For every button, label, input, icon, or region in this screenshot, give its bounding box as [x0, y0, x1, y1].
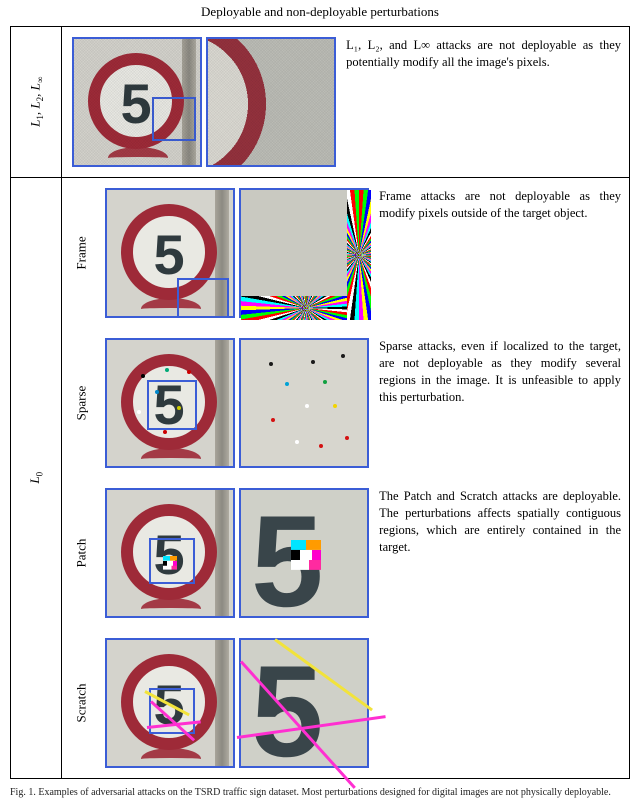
- attack-frame-label: Frame: [74, 236, 90, 269]
- figure-title: Deployable and non-deployable perturbati…: [0, 0, 640, 26]
- frame-selection-box: [177, 278, 229, 318]
- l0-cell: Frame 5: [62, 178, 630, 779]
- category-l0: L0: [11, 178, 62, 779]
- sparse-thumb: 5: [105, 338, 235, 468]
- lp-image-pair: 5: [72, 37, 336, 167]
- scratch-image-pair: 5 5: [105, 638, 369, 768]
- attack-sparse-label: Sparse: [74, 386, 90, 421]
- row-frame: 5: [101, 178, 629, 328]
- frame-image-pair: 5: [105, 188, 369, 318]
- row-scratch: 5 5: [101, 628, 629, 778]
- sparse-zoom: [239, 338, 369, 468]
- patch-thumb: 5: [105, 488, 235, 618]
- lp-cell: 5 L₁, L₂, and L∞ attacks are not deploya…: [62, 27, 630, 178]
- attack-patch-label: Patch: [74, 539, 90, 568]
- category-l0-label: L0: [27, 472, 45, 484]
- category-lp-label: L1, L2, L∞: [27, 77, 45, 127]
- attack-scratch-label: Scratch: [74, 684, 90, 723]
- frame-description: Frame attacks are not deployable as they…: [375, 188, 621, 222]
- row-lp: 5 L₁, L₂, and L∞ attacks are not deploya…: [62, 27, 629, 177]
- patch-zoom: 5: [239, 488, 369, 618]
- attack-patch-label-cell: Patch: [62, 478, 101, 628]
- scratch-thumb: 5: [105, 638, 235, 768]
- lp-description: L₁, L₂, and L∞ attacks are not deployabl…: [342, 37, 621, 71]
- figure-caption: Fig. 1. Examples of adversarial attacks …: [10, 787, 630, 799]
- frame-zoom: [239, 188, 369, 318]
- perturbation-table: L1, L2, L∞ 5 L₁, L₂, and L∞ attacks are: [10, 26, 630, 779]
- frame-thumb: 5: [105, 188, 235, 318]
- patch-image-pair: 5 5: [105, 488, 369, 618]
- lp-thumb: 5: [72, 37, 202, 167]
- row-sparse: 5: [101, 328, 629, 478]
- attack-sparse-label-cell: Sparse: [62, 328, 101, 478]
- attack-scratch-label-cell: Scratch: [62, 628, 101, 778]
- category-lp: L1, L2, L∞: [11, 27, 62, 178]
- lp-selection-box: [152, 97, 196, 141]
- patch-selection-box: [149, 538, 195, 584]
- scratch-zoom: 5: [239, 638, 369, 768]
- sparse-description: Sparse attacks, even if localized to the…: [375, 338, 621, 406]
- lp-zoom: [206, 37, 336, 167]
- sparse-selection-box: [147, 380, 197, 430]
- attack-frame-label-cell: Frame: [62, 178, 101, 328]
- row-patch: 5 5 T: [101, 478, 629, 628]
- patch-description: The Patch and Scratch attacks are deploy…: [375, 488, 621, 556]
- sparse-image-pair: 5: [105, 338, 369, 468]
